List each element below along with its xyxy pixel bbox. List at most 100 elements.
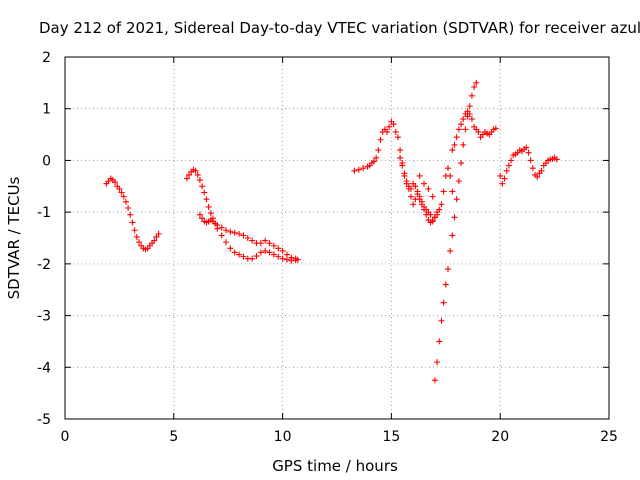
data-point (501, 175, 508, 182)
data-point (192, 167, 199, 174)
data-point (236, 251, 243, 258)
data-point (183, 175, 190, 182)
data-point (288, 254, 295, 261)
data-point (529, 165, 536, 172)
data-point (207, 210, 214, 217)
data-point (497, 172, 504, 179)
data-point (262, 237, 269, 244)
data-point (151, 237, 158, 244)
data-point (468, 116, 475, 123)
data-point (475, 128, 482, 135)
data-markers (103, 79, 560, 384)
data-point (416, 172, 423, 179)
data-point (120, 193, 127, 200)
data-point (386, 123, 393, 130)
x-tick-label: 0 (61, 429, 70, 445)
data-point (186, 171, 193, 178)
data-point (283, 251, 290, 258)
data-point (444, 165, 451, 172)
data-point (410, 201, 417, 208)
data-point (534, 173, 541, 180)
data-point (508, 157, 515, 164)
x-tick-label: 10 (274, 429, 292, 445)
data-point (127, 211, 134, 218)
data-point (112, 179, 119, 186)
data-point (471, 83, 478, 90)
data-point (447, 172, 454, 179)
y-tick-label: -5 (37, 412, 51, 428)
data-point (360, 165, 367, 172)
data-point (458, 160, 465, 167)
data-point (373, 154, 380, 161)
data-point (453, 134, 460, 141)
data-point (431, 214, 438, 221)
data-point (155, 230, 162, 237)
data-point (153, 233, 160, 240)
data-point (499, 180, 506, 187)
data-point (434, 209, 441, 216)
data-point (397, 147, 404, 154)
data-point (436, 338, 443, 345)
data-point (429, 193, 436, 200)
series-arc-4 (351, 118, 456, 223)
data-point (240, 232, 247, 239)
x-tick-label: 15 (382, 429, 400, 445)
data-point (201, 189, 208, 196)
data-point (466, 103, 473, 110)
data-point (203, 196, 210, 203)
data-point (133, 233, 140, 240)
data-point (460, 141, 467, 148)
data-point (266, 240, 273, 247)
data-point (418, 198, 425, 205)
data-point (118, 189, 125, 196)
data-point (403, 178, 410, 185)
data-point (262, 247, 269, 254)
data-point (249, 255, 256, 262)
data-point (135, 239, 142, 246)
x-tick-label: 25 (600, 429, 618, 445)
data-point (425, 185, 432, 192)
data-point (275, 253, 282, 260)
series-arc-5 (397, 154, 441, 226)
series-arc-6 (416, 79, 480, 384)
data-point (196, 211, 203, 218)
data-point (429, 218, 436, 225)
data-point (355, 166, 362, 173)
series-arc-3 (196, 211, 299, 262)
data-point (505, 162, 512, 169)
data-point (527, 157, 534, 164)
data-point (377, 136, 384, 143)
y-axis-title: SDTVAR / TECUs (5, 176, 23, 299)
data-point (416, 193, 423, 200)
data-point (438, 201, 445, 208)
data-point (214, 222, 221, 229)
data-point (455, 178, 462, 185)
data-point (196, 177, 203, 184)
data-point (449, 147, 456, 154)
data-point (116, 185, 123, 192)
y-tick-label: 1 (42, 102, 51, 118)
data-point (449, 232, 456, 239)
data-point (453, 196, 460, 203)
series-arc-1 (103, 175, 162, 253)
data-point (270, 251, 277, 258)
y-tick-label: 0 (42, 153, 51, 169)
data-point (279, 255, 286, 262)
data-point (275, 245, 282, 252)
data-point (199, 183, 206, 190)
data-point (129, 219, 136, 226)
data-point (122, 198, 129, 205)
data-point (431, 377, 438, 384)
data-point (462, 126, 469, 133)
data-point (421, 206, 428, 213)
x-tick-label: 5 (169, 429, 178, 445)
grid (65, 57, 609, 419)
data-point (523, 144, 530, 151)
data-point (538, 167, 545, 174)
data-point (412, 196, 419, 203)
data-point (390, 121, 397, 128)
data-point (249, 237, 256, 244)
data-point (231, 229, 238, 236)
data-point (240, 253, 247, 260)
